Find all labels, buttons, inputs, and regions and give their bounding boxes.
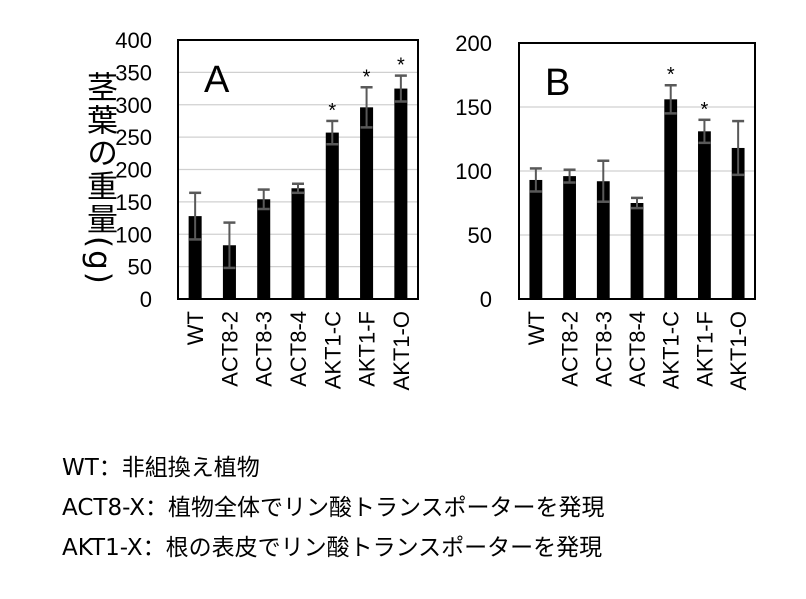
chart-a-significance-star: *: [397, 55, 405, 77]
chart-b-ytick-label: 0: [480, 287, 492, 312]
chart-b-ytick-label: 100: [455, 159, 492, 184]
chart-a-bar: [291, 188, 305, 299]
chart-b-category-label: AKT1-C: [659, 311, 684, 389]
chart-a-ytick-label: 0: [140, 287, 152, 312]
chart-b-category-label: WT: [524, 311, 549, 345]
chart-a-ytick-label: 300: [115, 93, 152, 118]
chart-a-bar: [222, 245, 236, 299]
chart-a-category-label: ACT8-3: [252, 311, 277, 387]
chart-b-ytick-label: 200: [455, 31, 492, 56]
chart-a-ytick-label: 150: [115, 190, 152, 215]
chart-a-ytick-label: 50: [128, 255, 152, 280]
chart-b-bar: [664, 99, 678, 299]
note-act8: ACT8-X：植物全体でリン酸トランスポーターを発現: [62, 495, 605, 521]
chart-b-ytick-label: 50: [468, 223, 492, 248]
chart-b-category-label: AKT1-O: [726, 311, 751, 390]
chart-a-bar: [360, 107, 374, 299]
chart-b-bar: [731, 147, 745, 299]
chart-b-bar: [698, 131, 711, 299]
chart-a-category-label: WT: [183, 311, 208, 345]
chart-a-category-label: AKT1-C: [320, 311, 345, 389]
chart-b-category-label: ACT8-2: [558, 311, 583, 387]
chart-a-bar: [394, 88, 408, 299]
chart-a-bar: [257, 199, 271, 299]
chart-b-bar: [529, 179, 543, 299]
y-axis-label: 茎葉の重量(g): [81, 70, 117, 286]
chart-a-ytick-label: 350: [115, 60, 152, 85]
chart-a-ytick-label: 100: [115, 222, 152, 247]
chart-a-significance-star: *: [363, 66, 371, 88]
chart-a-category-label: AKT1-F: [355, 311, 380, 387]
chart-a-bar: [325, 132, 339, 299]
note-wt: WT：非組換え植物: [62, 455, 260, 481]
chart-a-title: A: [204, 59, 230, 101]
chart-b-category-label: ACT8-3: [591, 311, 616, 387]
chart-b-significance-star: *: [701, 99, 709, 121]
chart-a-bar: [188, 216, 202, 299]
chart-a-category-label: AKT1-O: [389, 311, 414, 390]
chart-b-category-label: ACT8-4: [625, 311, 650, 387]
chart-a-ytick-label: 200: [115, 158, 152, 183]
chart-b-ytick-label: 150: [455, 95, 492, 120]
chart-a-category-label: ACT8-4: [286, 311, 311, 387]
chart-a-ytick-label: 250: [115, 125, 152, 150]
chart-b-bar: [630, 203, 644, 299]
legend-notes: WT：非組換え植物 ACT8-X：植物全体でリン酸トランスポーターを発現 AKT…: [62, 448, 605, 568]
chart-b-significance-star: *: [667, 64, 675, 86]
chart-a-ytick-label: 400: [115, 28, 152, 53]
chart-a-significance-star: *: [328, 100, 336, 122]
chart-b-bar: [563, 176, 576, 299]
chart-b-title: B: [545, 62, 570, 104]
chart-a-category-label: ACT8-2: [217, 311, 242, 387]
note-akt1: AKT1-X：根の表皮でリン酸トランスポーターを発現: [62, 535, 603, 561]
chart-b-bar: [596, 181, 610, 299]
chart-b-category-label: AKT1-F: [692, 311, 717, 387]
